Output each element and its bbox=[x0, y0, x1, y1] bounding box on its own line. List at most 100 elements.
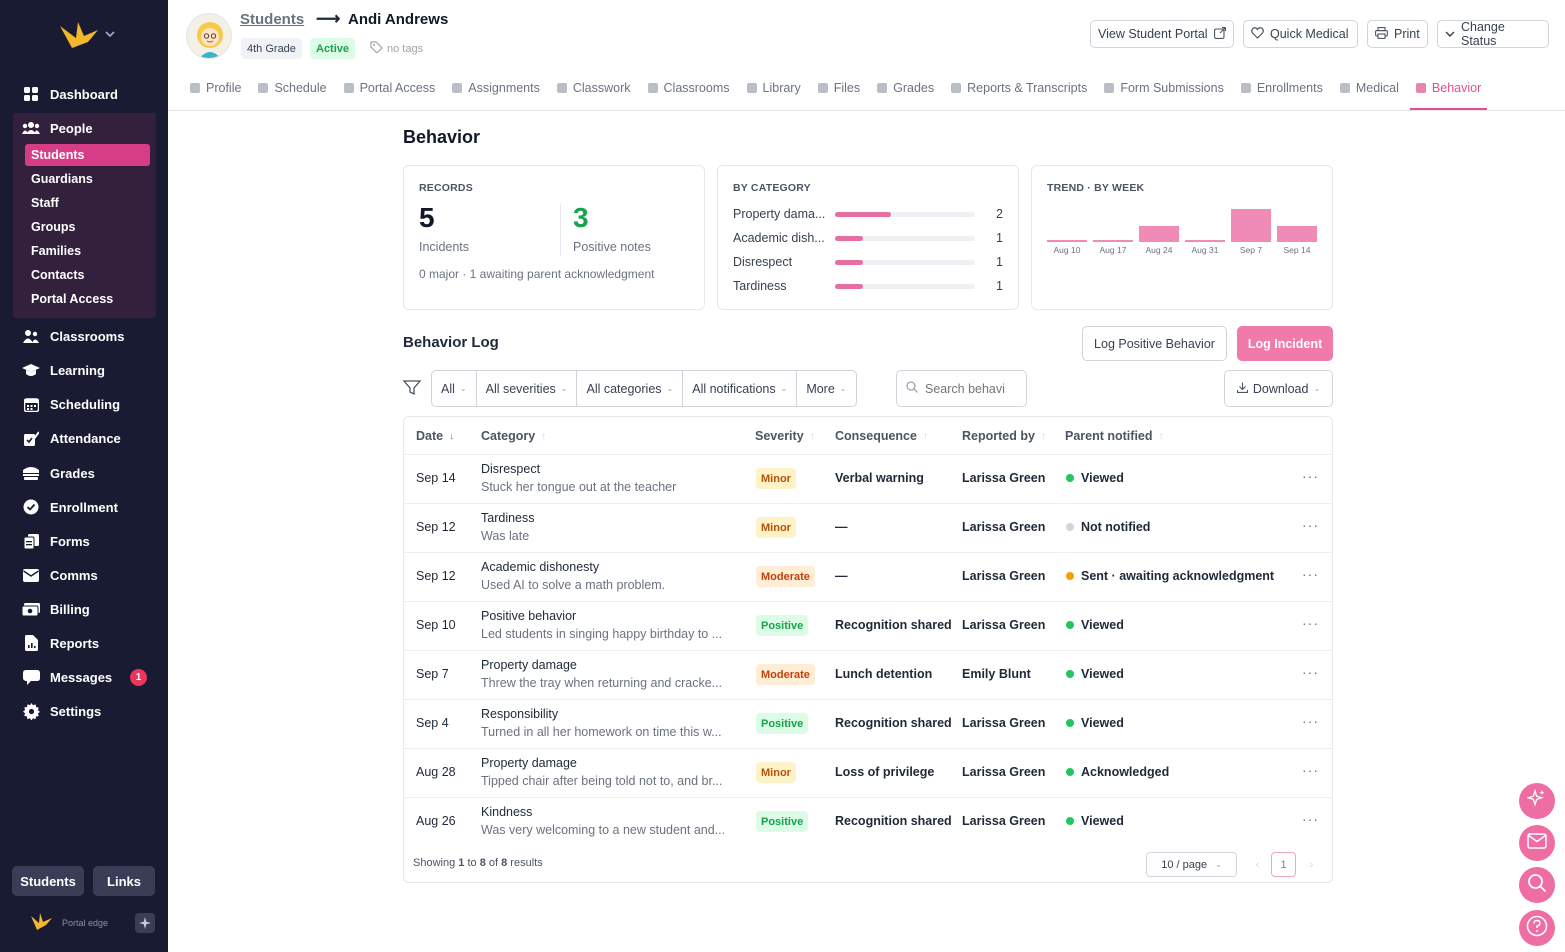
tab-enrollments[interactable]: Enrollments bbox=[1240, 78, 1323, 110]
table-row[interactable]: Aug 28 Property damage Tipped chair after … bbox=[404, 748, 1332, 797]
sub-contacts[interactable]: Contacts bbox=[31, 268, 85, 282]
nav-messages[interactable]: Messages bbox=[14, 663, 156, 691]
log-incident-button[interactable]: Log Incident bbox=[1237, 326, 1333, 361]
nav-grades[interactable]: Grades bbox=[14, 459, 156, 487]
view-student-portal-button[interactable]: View Student Portal bbox=[1090, 20, 1234, 48]
filter-icon[interactable] bbox=[402, 380, 422, 401]
filter-all[interactable]: All ⌄ bbox=[432, 371, 477, 406]
sub-families[interactable]: Families bbox=[31, 244, 82, 258]
notified-label: Acknowledged bbox=[1081, 765, 1170, 779]
nav-label: Enrollment bbox=[50, 499, 118, 515]
sub-portal-access[interactable]: Portal Access bbox=[31, 292, 114, 306]
search-input[interactable] bbox=[925, 381, 1015, 396]
row-more-icon[interactable]: ··· bbox=[1302, 762, 1319, 778]
sidebar-students-button[interactable]: Students bbox=[12, 866, 84, 896]
tab-schedule[interactable]: Schedule bbox=[258, 78, 327, 110]
button-label: View Student Portal bbox=[1098, 27, 1208, 41]
nav-scheduling[interactable]: Scheduling bbox=[14, 390, 156, 418]
tab-library[interactable]: Library bbox=[746, 78, 801, 110]
table-row[interactable]: Sep 7 Property damage Threw the tray when … bbox=[404, 650, 1332, 699]
tab-reports-transcripts[interactable]: Reports & Transcripts bbox=[951, 78, 1087, 110]
nav-reports[interactable]: Reports bbox=[14, 629, 156, 657]
row-category: Tardiness Was late bbox=[481, 511, 739, 543]
tab-classrooms[interactable]: Classrooms bbox=[647, 78, 730, 110]
table-row[interactable]: Sep 4 Responsibility Turned in all her hom… bbox=[404, 699, 1332, 748]
row-more-icon[interactable]: ··· bbox=[1302, 615, 1319, 631]
tab-files[interactable]: Files bbox=[817, 78, 860, 110]
help-button[interactable] bbox=[1519, 910, 1555, 946]
nav-billing[interactable]: Billing bbox=[14, 595, 156, 623]
table-row[interactable]: Aug 26 Kindness Was very welcoming to a ne… bbox=[404, 797, 1332, 846]
category-row: Property dama... 2 bbox=[733, 206, 1003, 222]
nav-enrollment[interactable]: Enrollment bbox=[14, 493, 156, 521]
row-more-icon[interactable]: ··· bbox=[1302, 468, 1319, 484]
nav-label: Forms bbox=[50, 533, 90, 549]
page-size-select[interactable]: 10 / page ⌄ bbox=[1146, 852, 1237, 877]
tab-assignments[interactable]: Assignments bbox=[452, 78, 540, 110]
log-positive-behavior-button[interactable]: Log Positive Behavior bbox=[1082, 326, 1227, 361]
filter-categories[interactable]: All categories ⌄ bbox=[577, 371, 684, 406]
col-severity[interactable]: Severity ↑ bbox=[755, 429, 815, 443]
col-reported-by[interactable]: Reported by ↑ bbox=[962, 429, 1046, 443]
print-button[interactable]: Print bbox=[1367, 20, 1428, 48]
nav-classrooms[interactable]: Classrooms bbox=[14, 322, 156, 350]
notified-label: Sent · awaiting acknowledgment bbox=[1081, 569, 1275, 583]
change-status-button[interactable]: Change Status bbox=[1437, 20, 1549, 48]
school-logo[interactable] bbox=[58, 18, 118, 54]
tab-behavior[interactable]: Behavior bbox=[1409, 78, 1488, 110]
nav-dashboard[interactable]: Dashboard bbox=[14, 80, 156, 108]
records-card: RECORDS 5 Incidents 3 Positive notes 0 m… bbox=[403, 165, 705, 310]
table-row[interactable]: Sep 10 Positive behavior Led students in s… bbox=[404, 601, 1332, 650]
tab-portal-access[interactable]: Portal Access bbox=[343, 78, 435, 110]
col-parent-notified[interactable]: Parent notified ↑ bbox=[1065, 429, 1164, 443]
status-dot bbox=[1066, 719, 1074, 727]
sub-staff[interactable]: Staff bbox=[31, 196, 59, 210]
nav-settings[interactable]: Settings bbox=[14, 697, 156, 725]
sidebar-links-button[interactable]: Links bbox=[93, 866, 155, 896]
row-more-icon[interactable]: ··· bbox=[1302, 566, 1319, 582]
filter-notifications[interactable]: All notifications ⌄ bbox=[683, 371, 798, 406]
col-date[interactable]: Date ↓ bbox=[416, 429, 454, 443]
row-date: Sep 10 bbox=[416, 618, 456, 632]
table-row[interactable]: Sep 14 Disrespect Stuck her tongue out at … bbox=[404, 454, 1332, 503]
category-bar bbox=[835, 259, 975, 265]
tab-grades[interactable]: Grades bbox=[877, 78, 934, 110]
row-more-icon[interactable]: ··· bbox=[1302, 664, 1319, 680]
sub-students[interactable]: Students bbox=[25, 144, 150, 166]
tab-medical[interactable]: Medical bbox=[1339, 78, 1399, 110]
col-category[interactable]: Category ↑ bbox=[481, 429, 546, 443]
search-button[interactable] bbox=[1519, 867, 1555, 903]
col-consequence[interactable]: Consequence ↑ bbox=[835, 429, 928, 443]
ai-assistant-button[interactable] bbox=[1519, 783, 1555, 819]
category-row: Tardiness 1 bbox=[733, 278, 1003, 294]
nav-comms[interactable]: Comms bbox=[14, 561, 156, 589]
nav-forms[interactable]: Forms bbox=[14, 527, 156, 555]
sub-groups[interactable]: Groups bbox=[31, 220, 76, 234]
sparkle-icon[interactable] bbox=[135, 913, 155, 933]
nav-attendance[interactable]: Attendance bbox=[14, 424, 156, 452]
tab-profile[interactable]: Profile bbox=[190, 78, 241, 110]
prev-page-button[interactable]: ‹ bbox=[1255, 858, 1260, 871]
row-more-icon[interactable]: ··· bbox=[1302, 811, 1319, 827]
nav-people[interactable]: People bbox=[14, 114, 156, 142]
page-number-button[interactable]: 1 bbox=[1271, 852, 1296, 877]
tab-classwork[interactable]: Classwork bbox=[556, 78, 631, 110]
filter-more[interactable]: More ⌄ bbox=[797, 371, 855, 406]
tab-form-submissions[interactable]: Form Submissions bbox=[1104, 78, 1224, 110]
download-button[interactable]: Download ⌄ bbox=[1224, 370, 1333, 407]
nav-learning[interactable]: Learning bbox=[14, 356, 156, 384]
mail-button[interactable] bbox=[1519, 825, 1555, 861]
table-row[interactable]: Sep 12 Tardiness Was late Minor — Larissa Gre… bbox=[404, 503, 1332, 552]
row-more-icon[interactable]: ··· bbox=[1302, 517, 1319, 533]
row-date: Sep 4 bbox=[416, 716, 449, 730]
table-row[interactable]: Sep 12 Academic dishonesty Used AI to solv… bbox=[404, 552, 1332, 601]
sub-guardians[interactable]: Guardians bbox=[31, 172, 93, 186]
row-more-icon[interactable]: ··· bbox=[1302, 713, 1319, 729]
breadcrumb-students-link[interactable]: Students bbox=[240, 11, 305, 28]
records-summary: 0 major · 1 awaiting parent acknowledgme… bbox=[419, 267, 655, 281]
quick-medical-button[interactable]: Quick Medical bbox=[1243, 20, 1358, 48]
tags-area[interactable]: no tags bbox=[370, 41, 423, 56]
next-page-button[interactable]: › bbox=[1309, 858, 1314, 871]
filter-severities[interactable]: All severities ⌄ bbox=[477, 371, 578, 406]
notified-label: Viewed bbox=[1081, 471, 1124, 485]
